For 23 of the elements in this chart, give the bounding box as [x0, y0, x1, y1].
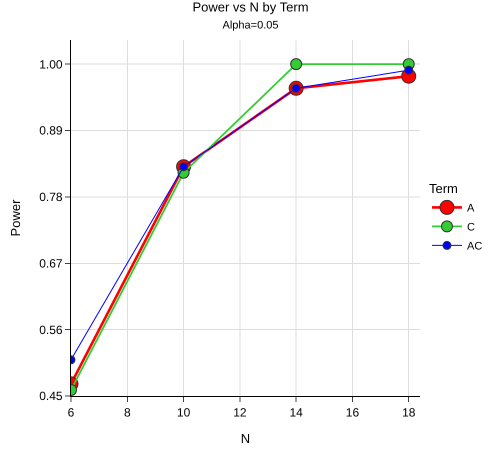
x-tick-label: 18 — [402, 405, 416, 420]
legend-label: A — [466, 202, 475, 215]
x-tick-label: 6 — [68, 405, 75, 420]
point — [290, 58, 302, 70]
chart-title: Power vs N by Term — [192, 0, 309, 14]
y-tick-label: 0.78 — [39, 190, 63, 204]
x-tick-label: 12 — [233, 405, 247, 420]
point — [404, 66, 414, 75]
y-tick-label: 0.89 — [39, 124, 63, 138]
x-axis-title: N — [240, 431, 250, 446]
y-tick-label: 0.45 — [39, 389, 63, 404]
y-axis-title: Power — [8, 198, 24, 236]
x-tick-label: 8 — [124, 405, 131, 420]
y-tick-label: 0.67 — [39, 256, 63, 270]
x-tick-label: 16 — [346, 405, 360, 420]
y-tick-label: 0.56 — [39, 322, 63, 337]
legend-title: Term — [428, 180, 458, 196]
x-tick-label: 14 — [289, 405, 304, 420]
legend-label: AC — [466, 240, 482, 253]
y-tick-label: 1.00 — [39, 57, 63, 72]
x-tick-label: 10 — [176, 405, 191, 420]
chart-subtitle: Alpha=0.05 — [222, 19, 278, 32]
legend-label: C — [466, 222, 475, 234]
